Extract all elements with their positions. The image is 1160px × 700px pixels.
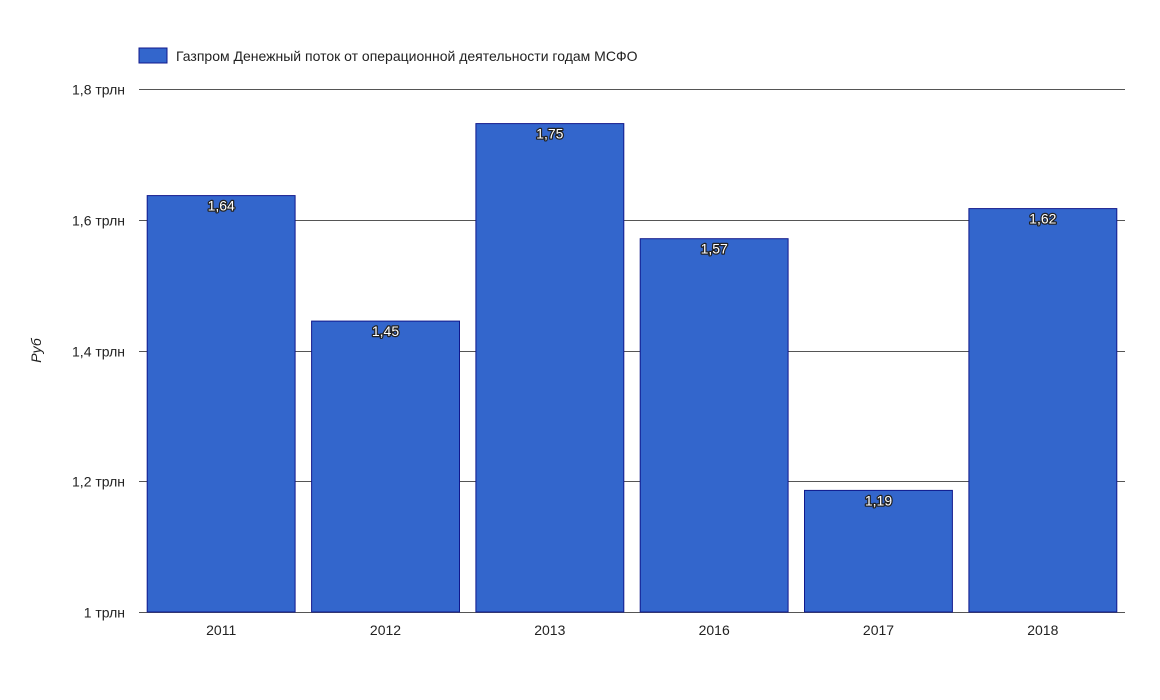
value-label-2012: 1,45	[372, 323, 399, 339]
x-tick-label-2013: 2013	[534, 622, 565, 638]
y-tick-label: 1 трлн	[84, 605, 125, 621]
value-label-2011: 1,64	[208, 198, 235, 214]
y-tick-label: 1,8 трлн	[72, 82, 125, 98]
gridlines	[139, 89, 1125, 613]
bar-2017	[804, 489, 953, 613]
x-tick-label-2017: 2017	[863, 622, 894, 638]
y-axis-ticks: 1 трлн 1,2 трлн 1,4 трлн 1,6 трлн 1,8 трлн	[72, 82, 125, 621]
value-label-2017: 1,19	[865, 492, 892, 508]
y-tick-label: 1,4 трлн	[72, 344, 125, 360]
value-label-2018: 1,62	[1029, 211, 1056, 227]
bar-2012	[311, 320, 460, 613]
bars	[146, 123, 1118, 613]
x-tick-label-2016: 2016	[699, 622, 730, 638]
bar-2018	[968, 208, 1118, 613]
legend: Газпром Денежный поток от операционной д…	[138, 47, 638, 64]
y-axis-title: Руб	[28, 337, 44, 363]
bar-2013	[475, 123, 625, 613]
y-tick-label: 1,2 трлн	[72, 474, 125, 490]
x-axis-ticks: 2011 2012 2013 2016 2017 2018	[206, 622, 1058, 638]
value-labels: 1,64 1,45 1,75 1,57 1,19 1,62	[206, 124, 1058, 509]
y-tick-label: 1,6 трлн	[72, 213, 125, 229]
value-label-2016: 1,57	[701, 241, 728, 257]
bar-2011	[146, 195, 296, 613]
x-tick-label-2012: 2012	[370, 622, 401, 638]
bar-2016	[639, 238, 789, 613]
legend-label: Газпром Денежный поток от операционной д…	[176, 48, 638, 64]
value-label-2013: 1,75	[536, 126, 563, 142]
x-tick-label-2018: 2018	[1027, 622, 1058, 638]
x-tick-label-2011: 2011	[206, 622, 236, 638]
legend-swatch	[138, 47, 168, 64]
